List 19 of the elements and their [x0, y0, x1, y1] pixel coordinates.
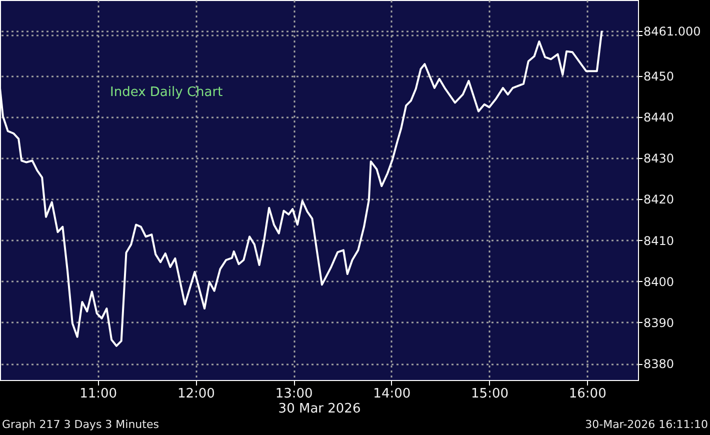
- y-tick-label: 8430: [644, 152, 674, 166]
- y-tick-label: 8410: [644, 234, 674, 248]
- x-tick-label: 14:00: [373, 386, 411, 402]
- y-tick-label: 8420: [644, 192, 674, 207]
- y-tick-label: 8440: [644, 110, 674, 125]
- x-tick-label: 16:00: [568, 386, 606, 402]
- x-tick-label: 11:00: [80, 386, 118, 402]
- y-tick-label: 8390: [644, 316, 674, 330]
- y-tick-label: 8380: [644, 357, 674, 372]
- text: Index Daily Chart: [110, 85, 223, 100]
- x-tick-label: 12:00: [177, 386, 215, 402]
- caption: Graph 217 3 Days 3 Minutes: [2, 418, 159, 431]
- text: 30-Mar-2026 16:11:10: [585, 418, 708, 431]
- x-tick-label: 15:00: [471, 386, 508, 402]
- y-tick-label: 8400: [644, 274, 674, 289]
- x-tick-label: 13:00: [275, 386, 313, 402]
- x-axis-title: 30 Mar 2026: [278, 402, 361, 416]
- y-tick-label: 8461.000: [644, 24, 701, 38]
- y-tick-label: 8450: [644, 70, 674, 84]
